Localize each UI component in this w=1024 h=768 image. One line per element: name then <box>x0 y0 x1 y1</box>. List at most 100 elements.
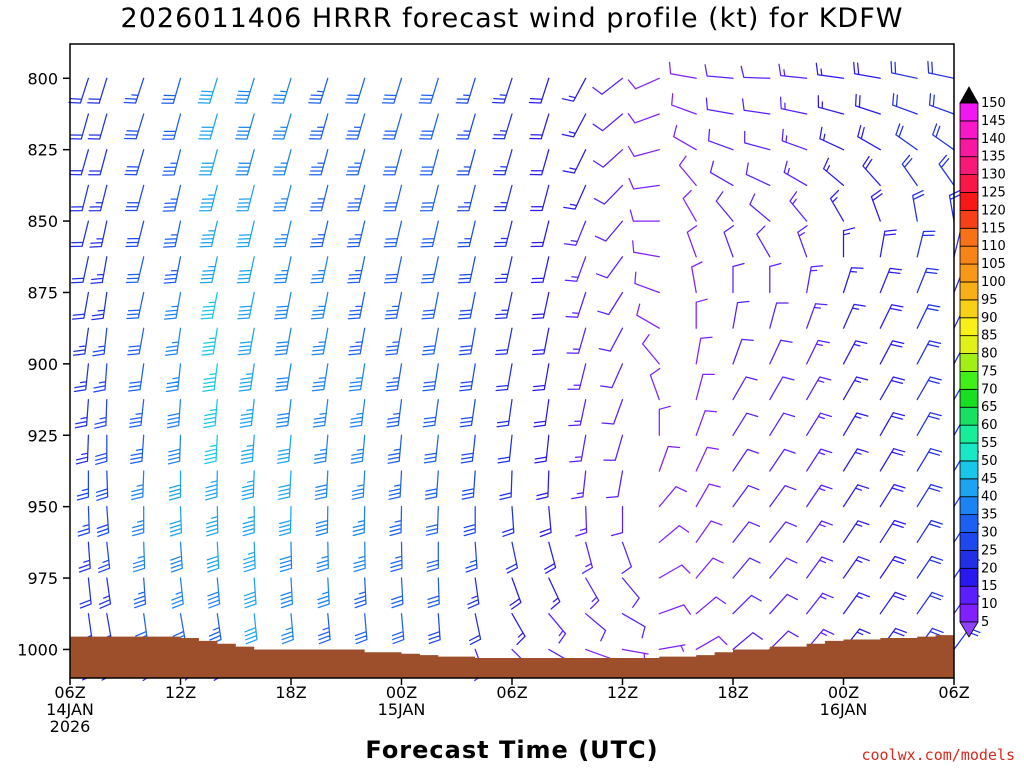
wind-barb <box>781 128 808 151</box>
colorbar-label: 15 <box>981 579 998 594</box>
wind-barb <box>581 541 594 574</box>
wind-barb <box>806 448 833 472</box>
wind-barb <box>695 596 727 615</box>
x-tick-label: 15JAN <box>378 700 426 719</box>
wind-barb <box>658 486 688 508</box>
wind-barb <box>783 160 808 187</box>
wind-barb <box>658 405 671 436</box>
wind-barb <box>732 594 762 615</box>
wind-barb <box>636 303 660 329</box>
colorbar-label: 100 <box>981 275 1006 290</box>
wind-barb <box>350 434 366 464</box>
wind-barb <box>621 577 640 608</box>
wind-barb <box>854 93 881 115</box>
x-tick-label: 2026 <box>50 717 91 736</box>
wind-barb <box>565 291 587 318</box>
wind-barb <box>73 363 90 393</box>
colorbar: 5 10 15 20 25 30 35 40 45 50 55 60 65 70 75 80 85 90 95 100… <box>959 86 1006 638</box>
wind-barb <box>88 149 108 176</box>
wind-barb <box>278 505 292 537</box>
wind-barb <box>492 149 513 176</box>
colorbar-bin <box>959 514 979 533</box>
wind-barb <box>271 113 292 140</box>
colorbar-bin <box>959 192 979 211</box>
wind-barb <box>745 162 771 187</box>
colorbar-label: 75 <box>981 364 998 379</box>
wind-barb <box>769 593 799 615</box>
wind-barb <box>427 577 440 609</box>
wind-barb <box>533 398 550 428</box>
wind-barb <box>505 541 519 574</box>
wind-barb <box>658 524 690 543</box>
colorbar-label: 85 <box>981 329 998 344</box>
wind-barb <box>563 184 587 210</box>
wind-barb <box>842 592 871 615</box>
wind-barb <box>531 291 550 320</box>
wind-barb <box>381 77 403 104</box>
wind-barb <box>204 434 218 465</box>
wind-barb <box>879 229 897 258</box>
colorbar-bin <box>959 299 979 319</box>
colorbar-label: 65 <box>981 400 998 415</box>
colorbar-label: 90 <box>981 311 998 326</box>
wind-barb <box>129 398 145 428</box>
wind-barb <box>422 398 439 428</box>
wind-barb <box>161 77 182 104</box>
wind-barb <box>132 505 145 537</box>
wind-barb <box>455 77 476 104</box>
wind-barb <box>94 398 108 429</box>
x-tick-label: 14JAN <box>46 700 94 719</box>
wind-barb <box>709 160 734 187</box>
x-tick-label: 16JAN <box>820 700 868 719</box>
wind-barb <box>161 113 182 140</box>
wind-barb <box>347 291 366 320</box>
wind-barb <box>171 577 184 609</box>
wind-barb <box>769 412 796 436</box>
wind-barb <box>732 300 750 329</box>
x-tick-label: 00Z <box>828 683 859 702</box>
wind-barb <box>528 77 550 104</box>
wind-barb <box>70 220 90 248</box>
colorbar-bin <box>959 281 979 301</box>
wind-barb <box>916 304 941 329</box>
wind-barb <box>732 521 761 543</box>
wind-barb <box>916 519 943 543</box>
wind-barb <box>879 519 907 543</box>
wind-barb <box>530 256 550 284</box>
wind-barb <box>237 327 255 356</box>
wind-barb <box>273 220 292 248</box>
wind-barb <box>691 261 703 294</box>
wind-barb <box>95 470 109 501</box>
y-tick-label: 975 <box>27 569 58 588</box>
wind-barb <box>502 505 515 537</box>
wind-barb <box>842 520 870 543</box>
wind-barb <box>806 376 832 401</box>
wind-barb <box>621 541 633 575</box>
wind-barb <box>90 256 108 285</box>
wind-barb <box>686 225 698 258</box>
wind-barb <box>601 398 624 425</box>
wind-barb <box>311 363 329 392</box>
wind-barb <box>163 291 182 320</box>
wind-barb <box>568 398 587 427</box>
wind-barb <box>879 304 904 329</box>
wind-barb <box>938 154 955 187</box>
wind-barb <box>879 267 903 294</box>
wind-barb <box>423 434 439 464</box>
wind-barb <box>756 225 771 258</box>
colorbar-label: 135 <box>981 150 1006 165</box>
wind-barb <box>829 189 845 222</box>
wind-barb <box>493 220 513 248</box>
wind-barb <box>815 62 845 79</box>
wind-barb <box>418 77 439 104</box>
wind-barb <box>347 256 366 284</box>
wind-barb <box>383 220 403 248</box>
chart-title: 2026011406 HRRR forecast wind profile (k… <box>121 3 904 34</box>
wind-barb <box>658 564 691 579</box>
wind-barb <box>238 363 255 392</box>
wind-barb <box>421 291 439 320</box>
wind-barb <box>274 291 292 320</box>
wind-barb <box>388 470 403 500</box>
wind-barb <box>317 577 330 609</box>
